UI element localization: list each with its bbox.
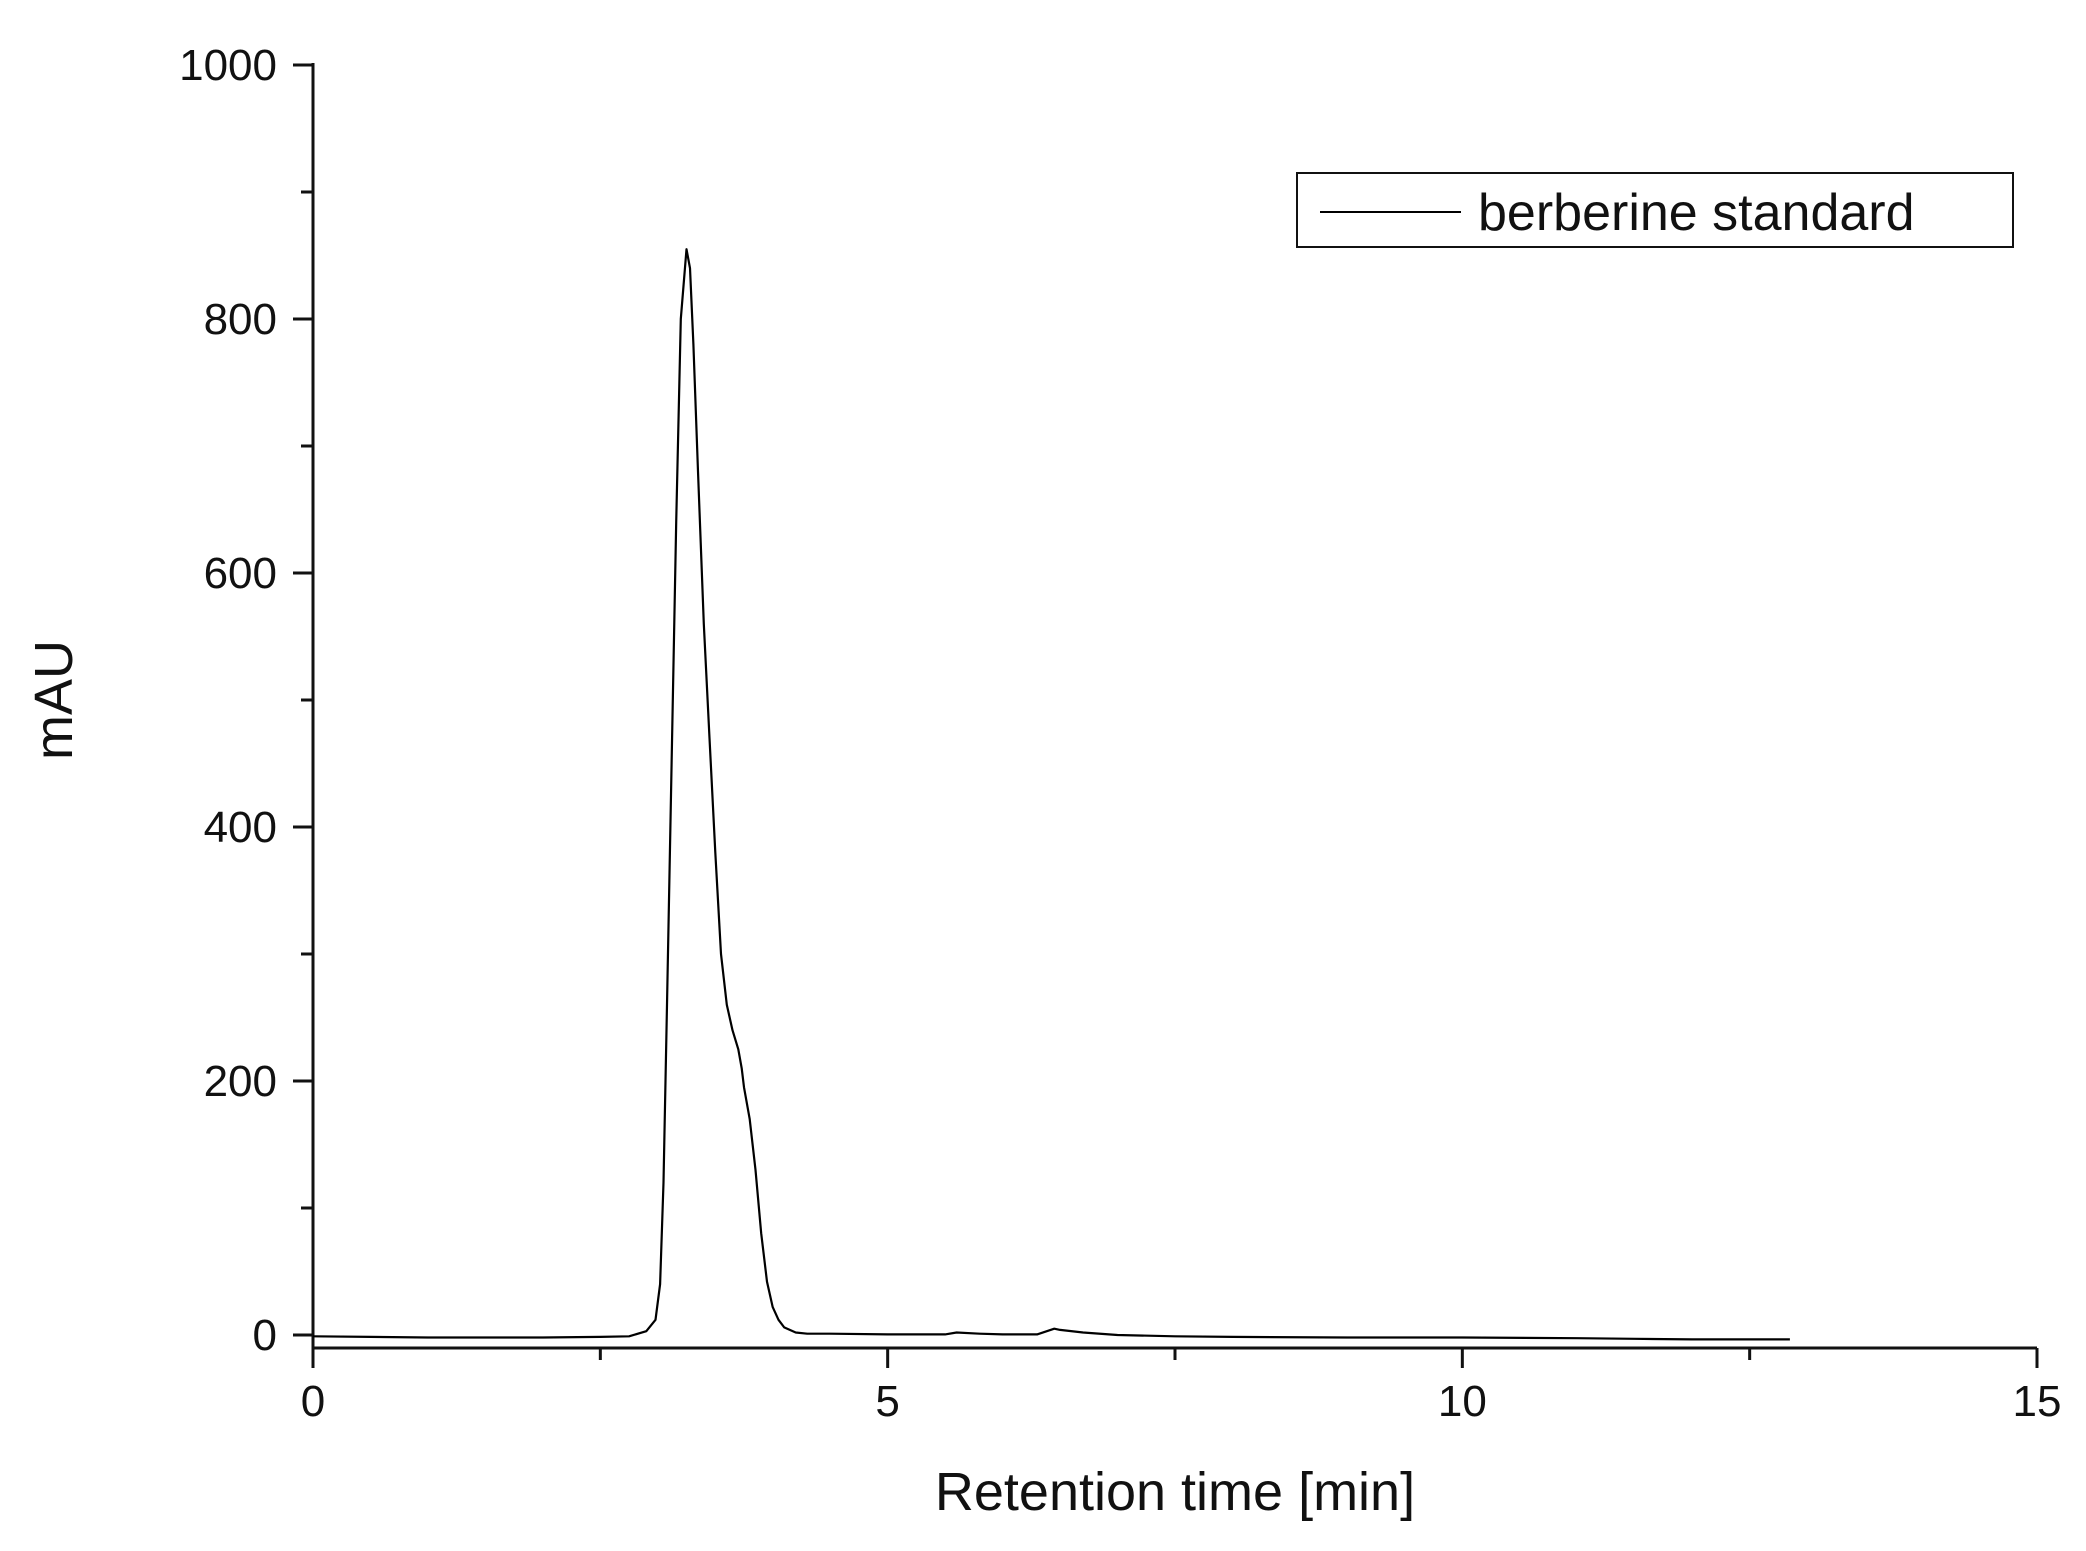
- y-tick-label: 600: [204, 549, 277, 598]
- series-line-berberine-standard: [312, 248, 1790, 1341]
- x-tick-label: 15: [2013, 1377, 2062, 1426]
- x-tick-label: 5: [875, 1377, 899, 1426]
- legend-entry-label: berberine standard: [1478, 184, 1915, 242]
- x-tick-label: 0: [301, 1377, 325, 1426]
- y-tick-label: 200: [204, 1057, 277, 1106]
- y-axis-title: mAU: [24, 640, 84, 760]
- y-tick-label: 0: [253, 1311, 277, 1360]
- y-tick-label: 800: [204, 295, 277, 344]
- x-axis-title: Retention time [min]: [935, 1462, 1415, 1522]
- series-group: [312, 248, 1790, 1341]
- axes: [311, 63, 2037, 1350]
- legend-box: [1296, 172, 2014, 248]
- axis-ticks: [293, 63, 2039, 1368]
- y-tick-label: 400: [204, 803, 277, 852]
- y-tick-label: 1000: [179, 41, 277, 90]
- legend: berberine standard: [1296, 172, 2014, 248]
- tick-labels: 0 5 10 15 0 200 400 600 800 1000: [179, 41, 2061, 1426]
- x-tick-label: 10: [1438, 1377, 1487, 1426]
